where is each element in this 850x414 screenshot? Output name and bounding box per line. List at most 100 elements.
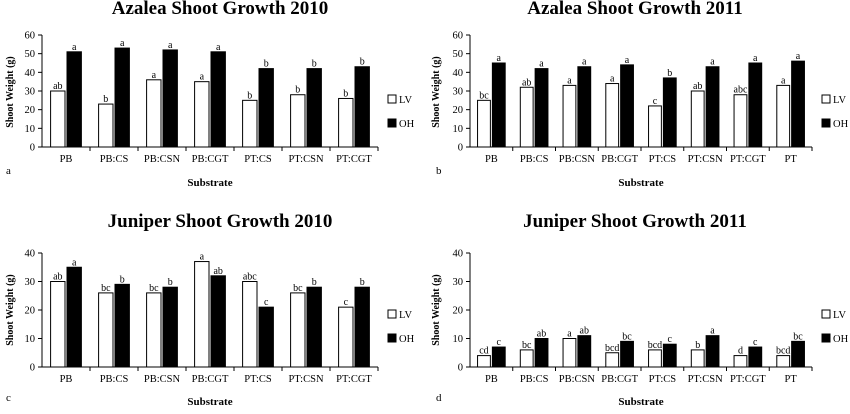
bar-lv <box>50 90 66 148</box>
bar-lv <box>690 90 705 148</box>
legend: LV OH <box>821 309 849 345</box>
significance-label: b <box>120 274 125 285</box>
bar-oh <box>577 335 592 368</box>
bar-oh <box>791 340 805 368</box>
y-tick-label: 10 <box>25 334 36 345</box>
significance-label: a <box>625 55 630 66</box>
y-tick-label: 40 <box>453 249 464 260</box>
significance-label: a <box>710 326 715 337</box>
significance-label: bcd <box>605 343 619 354</box>
significance-label: b <box>343 88 348 99</box>
y-tick-label: 40 <box>25 68 36 79</box>
legend-swatch-oh <box>821 333 831 343</box>
significance-label: ab <box>693 81 702 92</box>
x-axis-label: Substrate <box>187 177 232 189</box>
y-axis-label: Shoot Weight (g) <box>5 56 16 128</box>
bar-oh <box>748 346 763 368</box>
chart-title: Azalea Shoot Growth 2011 <box>527 0 743 19</box>
y-tick-label: 30 <box>25 87 36 98</box>
significance-label: a <box>72 257 77 268</box>
y-tick-label: 0 <box>458 143 463 154</box>
significance-label: bc <box>479 90 489 101</box>
bar-oh <box>66 51 82 148</box>
panel-letter: a <box>6 165 11 177</box>
significance-label: b <box>312 277 317 288</box>
bar-oh <box>791 60 805 148</box>
significance-label: a <box>72 42 77 53</box>
y-tick-label: 20 <box>25 105 36 116</box>
bar-lv <box>562 338 577 368</box>
legend-label-lv: LV <box>399 310 412 321</box>
significance-label: b <box>360 57 365 68</box>
chart-panel-d: Juniper Shoot Growth 2011 0 10 20 30 40 Shoot … <box>431 211 849 408</box>
y-axis-label: Shoot Weight (g) <box>431 56 442 128</box>
bar-oh <box>620 340 634 368</box>
significance-label: bcd <box>648 340 662 351</box>
bar-lv <box>648 105 662 148</box>
bar-oh <box>114 47 130 148</box>
bar-oh <box>258 306 274 368</box>
legend-swatch-oh <box>387 118 397 128</box>
significance-label: c <box>264 297 269 308</box>
chart-panel-c: Juniper Shoot Growth 2010 0 10 20 30 40 Shoot … <box>5 211 415 408</box>
significance-label: a <box>152 70 157 81</box>
x-tick-label: PB:CSN <box>559 154 596 165</box>
significance-label: a <box>120 38 125 49</box>
y-axis-label: Shoot Weight (g) <box>431 274 442 346</box>
bar-lv <box>477 355 491 368</box>
bar-lv <box>194 81 210 148</box>
x-tick-label: PT:CS <box>649 154 677 165</box>
bar-oh <box>491 62 506 148</box>
bar-lv <box>98 292 114 368</box>
legend-label-lv: LV <box>399 95 412 106</box>
bar-lv <box>242 281 258 368</box>
bar-lv <box>290 94 306 148</box>
y-tick-label: 20 <box>453 306 464 317</box>
bar-lv <box>648 349 662 368</box>
bar-oh <box>210 51 226 148</box>
x-tick-label: PB <box>485 154 498 165</box>
significance-label: ab <box>537 329 546 340</box>
y-tick-label: 40 <box>25 249 36 260</box>
bar-oh <box>354 66 370 148</box>
significance-label: c <box>344 297 349 308</box>
significance-label: b <box>247 90 252 101</box>
bar-lv <box>146 79 162 148</box>
legend-label-oh: OH <box>399 334 415 345</box>
legend: LV OH <box>821 94 849 130</box>
significance-label: bc <box>149 283 159 294</box>
significance-label: ab <box>213 266 222 277</box>
x-tick-label: PT:CGT <box>730 374 766 385</box>
bar-lv <box>146 292 162 368</box>
significance-label: a <box>497 53 502 64</box>
bar-lv <box>733 94 748 148</box>
bar-oh <box>210 275 226 368</box>
significance-label: bc <box>293 283 303 294</box>
significance-label: ab <box>580 326 589 337</box>
significance-label: a <box>567 75 572 86</box>
panel-letter: b <box>436 165 442 177</box>
y-tick-label: 60 <box>25 31 36 42</box>
significance-label: d <box>738 346 743 357</box>
significance-label: cd <box>479 346 488 357</box>
y-tick-label: 10 <box>25 124 36 135</box>
significance-label: a <box>753 53 758 64</box>
significance-label: a <box>539 59 544 70</box>
bar-oh <box>162 49 178 148</box>
bar-oh <box>258 68 274 148</box>
significance-label: bc <box>101 283 111 294</box>
x-tick-label: PB:CGT <box>192 374 229 385</box>
panel-letter: c <box>6 392 11 404</box>
x-tick-label: PT:CS <box>244 154 272 165</box>
x-axis-label: Substrate <box>618 396 663 408</box>
bar-lv <box>562 84 577 148</box>
bar-oh <box>577 66 592 148</box>
y-tick-label: 50 <box>25 49 36 60</box>
bar-lv <box>194 261 210 368</box>
legend: LV OH <box>387 94 415 130</box>
bar-lv <box>605 83 620 148</box>
legend-label-lv: LV <box>833 95 846 106</box>
x-tick-label: PT:CSN <box>288 154 323 165</box>
significance-label: b <box>295 85 300 96</box>
panel-letter: d <box>436 392 442 404</box>
